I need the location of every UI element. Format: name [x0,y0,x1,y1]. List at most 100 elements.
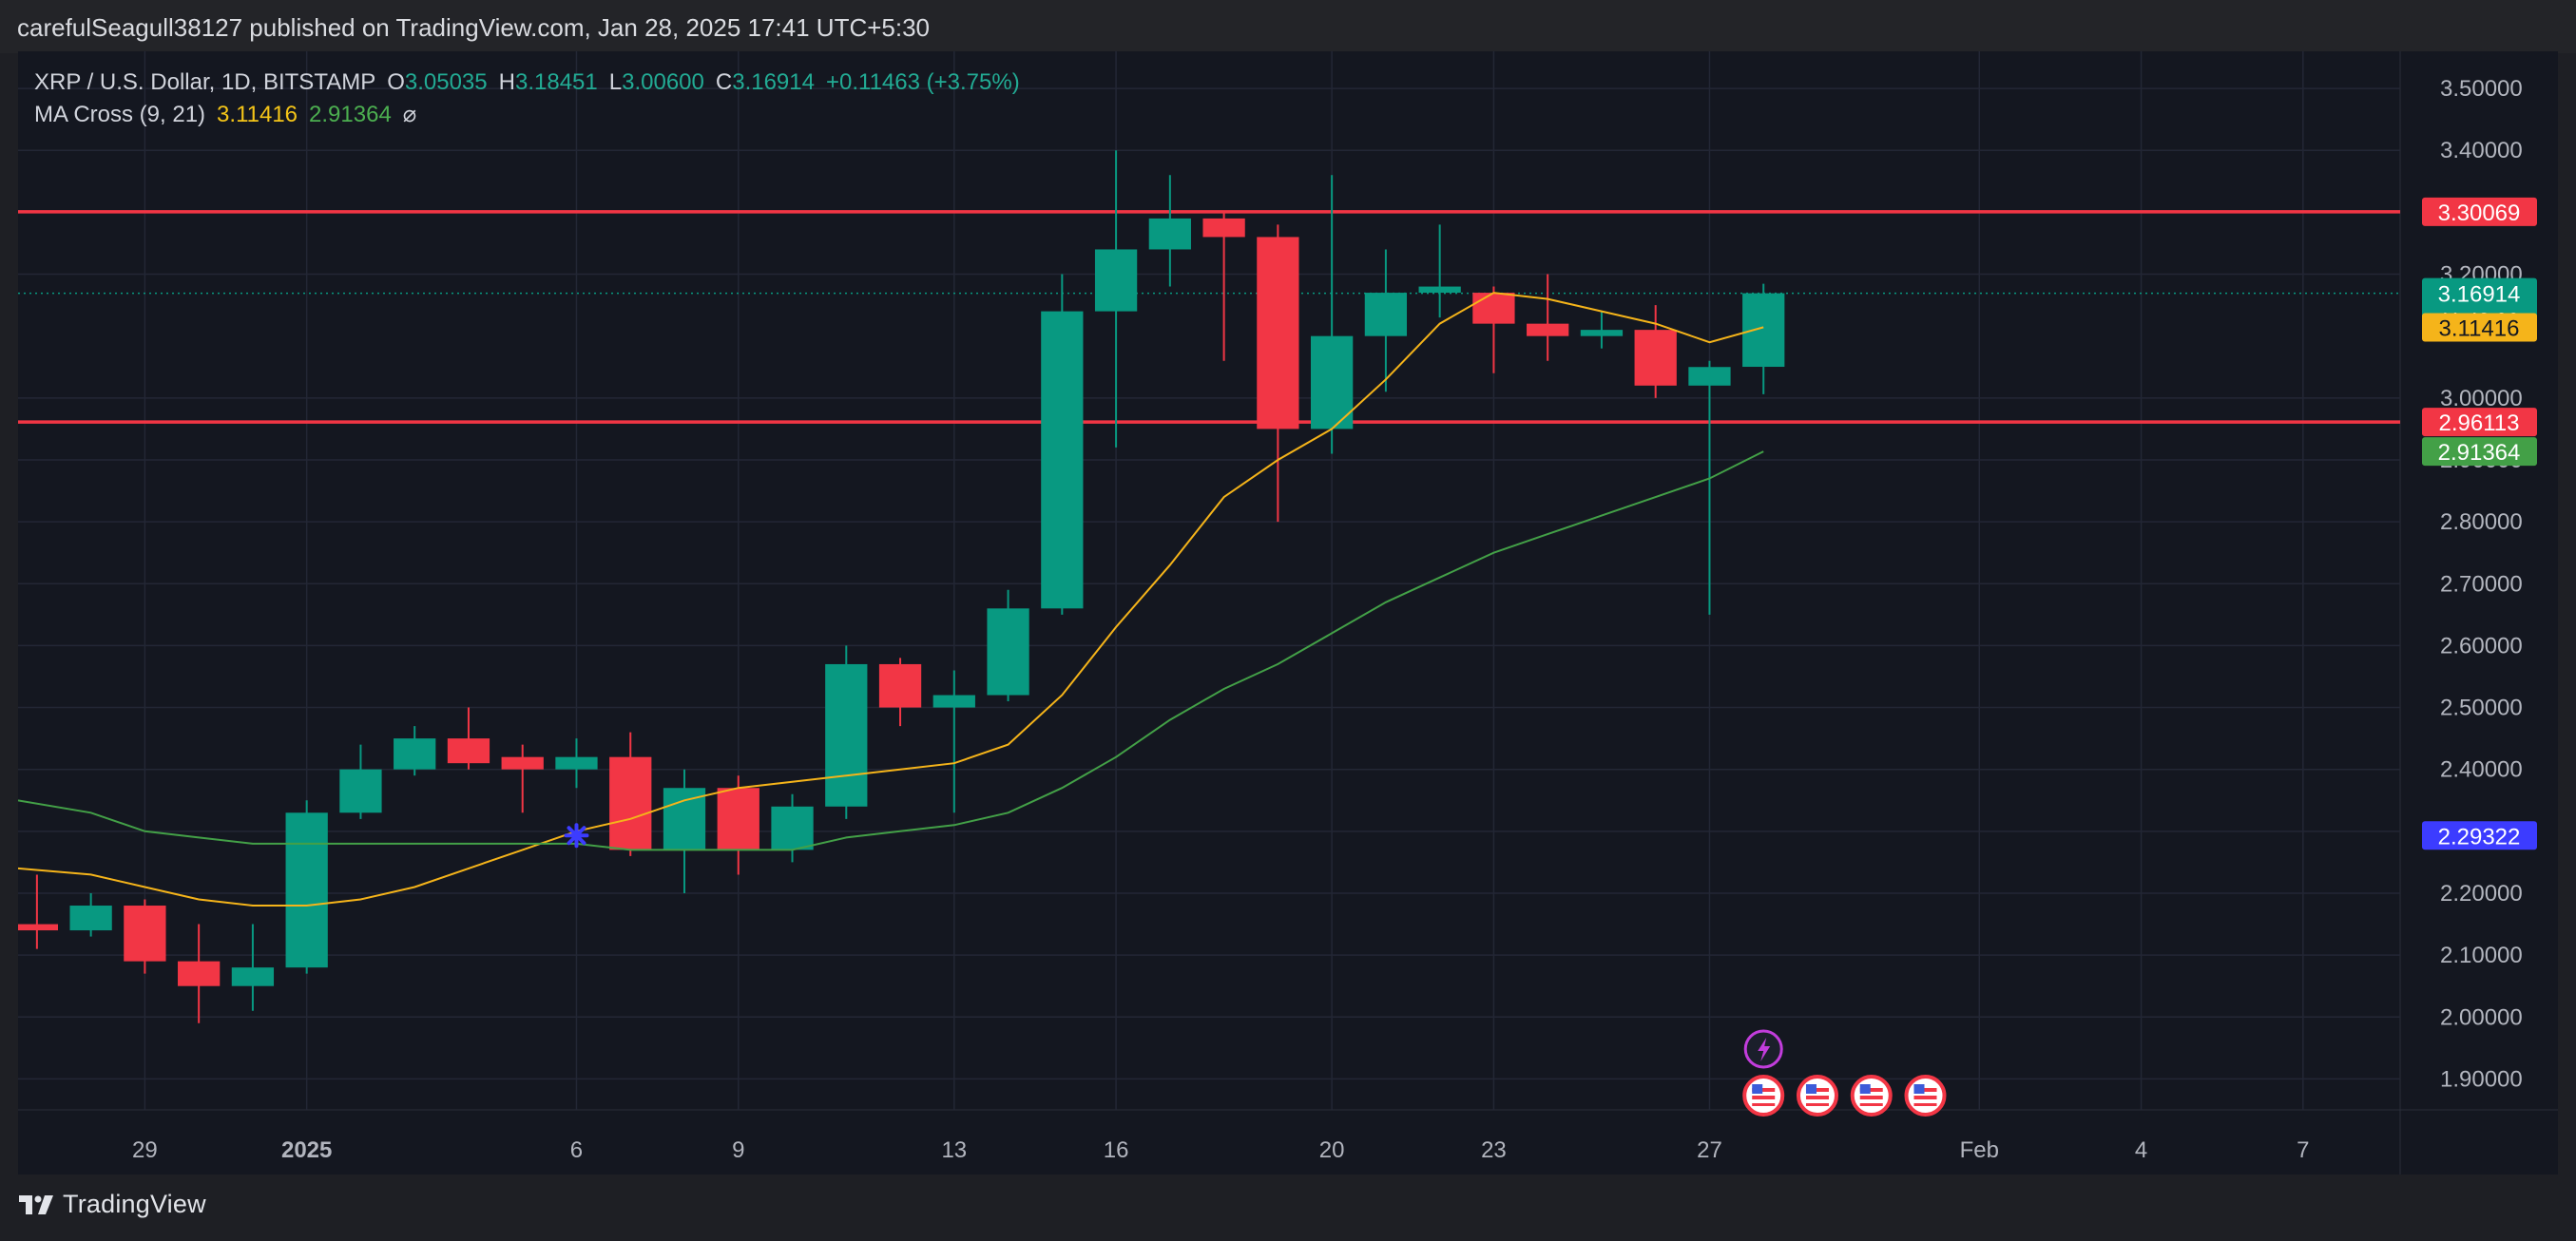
y-tick-label: 1.90000 [2440,1066,2523,1092]
x-tick-label: 27 [1697,1137,1722,1163]
x-tick-label: 4 [2135,1137,2147,1163]
x-tick-label: 9 [732,1137,744,1163]
candle-body [717,788,759,850]
candle [663,769,706,893]
candle [932,670,975,813]
brand-name: TradingView [63,1190,206,1218]
open-value: 3.05035 [404,69,488,95]
price-label: 2.96113 [2422,408,2537,437]
candle [501,744,544,813]
y-tick-label: 2.80000 [2440,509,2523,535]
candle-body [124,906,166,962]
candle [1580,311,1624,349]
price-label-text: 2.96113 [2439,410,2520,436]
ohlc-row: XRP / U.S. Dollar, 1D, BITSTAMP O3.05035 H… [34,67,1020,99]
x-tick-label: 7 [2297,1137,2309,1163]
candle [1148,175,1191,287]
candle-body [1688,367,1731,386]
y-tick-label: 2.40000 [2440,757,2523,783]
candle-body [878,663,922,708]
candle-body [1472,293,1515,324]
indicator-row[interactable]: MA Cross (9, 21) 3.11416 2.91364 ⌀ [34,99,1020,131]
candle [1472,286,1515,373]
tradingview-brand[interactable]: TradingView [19,1190,206,1219]
candle [717,775,759,875]
candle [1094,150,1138,448]
candle [178,924,221,1023]
y-tick-label: 3.50000 [2440,76,2523,102]
ma9-value: 3.11416 [217,102,298,127]
y-tick-label: 2.60000 [2440,633,2523,659]
x-tick-label: 16 [1104,1137,1129,1163]
candle [394,726,436,776]
candle-body [447,738,490,764]
close-label: C [715,69,733,95]
candle-body [1742,293,1785,368]
us-flag-event-icon [1796,1075,1838,1117]
x-tick-label: 2025 [281,1137,332,1163]
price-label-text: 2.91364 [2438,440,2521,466]
candle-body [178,961,221,986]
candle-body [1634,330,1677,386]
chart-panel[interactable]: 3.500003.400003.300003.200003.000002.900… [18,51,2558,1174]
x-tick-label: 13 [941,1137,967,1163]
candle [1418,224,1461,318]
y-tick-label: 2.70000 [2440,571,2523,597]
candle-body [69,906,112,931]
y-tick-label: 2.20000 [2440,881,2523,907]
price-label-bg [2422,313,2537,342]
top-bar: carefulSeagull38127 published on Trading… [0,0,2576,53]
candle [987,589,1029,702]
candle-body [231,967,275,986]
candle [124,899,166,974]
markers [564,823,589,849]
candle [1364,249,1408,392]
price-label-bg [2422,197,2537,226]
footer-bar [0,1174,2576,1241]
candlestick-chart[interactable]: 3.500003.400003.300003.200003.000002.900… [18,51,2558,1174]
moving-averages [18,292,1764,907]
candle [825,645,868,819]
candle [771,793,814,863]
price-label: 2.91364 [2422,437,2537,467]
x-tick-label: 23 [1481,1137,1507,1163]
candle [231,924,275,1011]
candle [1742,283,1785,394]
y-tick-label: 2.50000 [2440,696,2523,721]
low-label: L [608,69,623,95]
low-value: 3.00600 [622,69,704,95]
price-label: 2.29322 [2422,821,2537,850]
candle [1688,360,1731,615]
events [1742,1029,1947,1117]
grid [18,51,2558,1174]
candle-body [1527,323,1569,336]
chart-legend: XRP / U.S. Dollar, 1D, BITSTAMP O3.05035 H… [34,67,1020,131]
candle [447,707,490,770]
candle-body [1257,237,1299,430]
candle [285,800,328,974]
price-label: 3.30069 [2422,197,2537,226]
candle [1310,175,1354,454]
candle-body [1202,218,1245,238]
candle [339,744,382,819]
tradingview-logo-icon [19,1194,53,1214]
cross-marker-icon [564,823,589,849]
candle-body [1310,335,1354,430]
price-label: 3.11416 [2422,313,2537,342]
us-flag-event-icon [1742,1075,1785,1117]
candle-body [663,788,706,850]
high-label: H [498,69,515,95]
candle-body [932,695,975,708]
x-tick-label: 6 [570,1137,583,1163]
candle [555,738,598,789]
candle-body [1041,311,1084,609]
candle-body [1580,330,1624,336]
hide-indicator-icon[interactable]: ⌀ [402,102,417,127]
indicator-name[interactable]: MA Cross (9, 21) [34,102,206,127]
symbol-title[interactable]: XRP / U.S. Dollar, 1D, BITSTAMP [34,69,376,95]
candle-body [555,756,598,770]
change-value: +0.11463 (+3.75%) [825,69,1020,95]
price-label-text: 3.16914 [2438,282,2521,308]
candle [18,874,59,949]
price-label-bg [2422,437,2537,467]
